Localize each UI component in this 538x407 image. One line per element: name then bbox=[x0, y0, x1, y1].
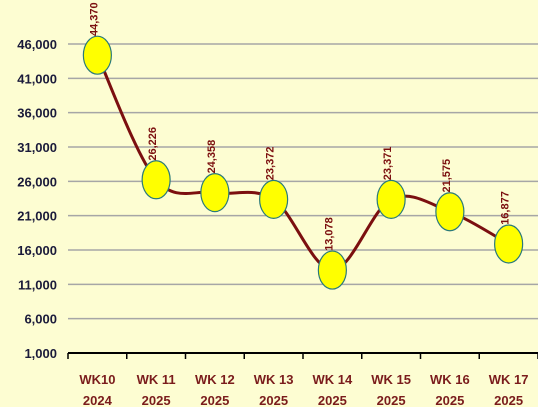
x-tick-label: 2025 bbox=[494, 393, 523, 407]
x-tick-label: WK 15 bbox=[371, 372, 411, 387]
marker bbox=[376, 179, 406, 219]
marker bbox=[435, 192, 465, 232]
y-tick-label: 21,000 bbox=[17, 209, 57, 224]
y-tick-label: 31,000 bbox=[17, 140, 57, 155]
x-tick-label: WK 14 bbox=[313, 372, 354, 387]
y-tick-label: 1,000 bbox=[24, 346, 57, 361]
data-label: 13,078 bbox=[323, 217, 335, 251]
y-tick-label: 16,000 bbox=[17, 243, 57, 258]
x-tick-label: 2025 bbox=[259, 393, 288, 407]
data-label: 24,358 bbox=[206, 140, 218, 174]
data-label: 26,226 bbox=[147, 127, 159, 161]
data-label: 21,575 bbox=[441, 159, 453, 193]
marker bbox=[141, 160, 171, 200]
y-tick-label: 6,000 bbox=[24, 312, 57, 327]
marker bbox=[200, 173, 230, 213]
marker bbox=[259, 179, 289, 219]
marker bbox=[494, 224, 524, 264]
y-tick-label: 26,000 bbox=[17, 174, 57, 189]
x-tick-label: WK 16 bbox=[430, 372, 470, 387]
x-tick-label: WK10 bbox=[79, 372, 115, 387]
x-tick-label: WK 17 bbox=[489, 372, 529, 387]
x-tick-label: WK 11 bbox=[137, 372, 176, 387]
x-tick-label: 2025 bbox=[435, 393, 464, 407]
x-tick-label: 2025 bbox=[200, 393, 229, 407]
marker bbox=[317, 250, 347, 290]
x-tick-label: 2025 bbox=[318, 393, 347, 407]
y-tick-label: 36,000 bbox=[17, 106, 57, 121]
data-label: 44,370 bbox=[88, 2, 100, 36]
data-label: 16,877 bbox=[500, 191, 512, 225]
x-tick-label: WK 12 bbox=[195, 372, 235, 387]
x-tick-label: WK 13 bbox=[254, 372, 294, 387]
data-label: 23,372 bbox=[265, 147, 277, 181]
x-tick-label: 2025 bbox=[377, 393, 406, 407]
y-tick-label: 41,000 bbox=[17, 71, 57, 86]
marker bbox=[82, 35, 112, 75]
data-label: 23,371 bbox=[382, 147, 394, 181]
x-tick-label: 2025 bbox=[142, 393, 171, 407]
y-tick-label: 46,000 bbox=[17, 37, 57, 52]
y-tick-label: 11,000 bbox=[18, 277, 57, 292]
x-tick-label: 2024 bbox=[83, 393, 113, 407]
